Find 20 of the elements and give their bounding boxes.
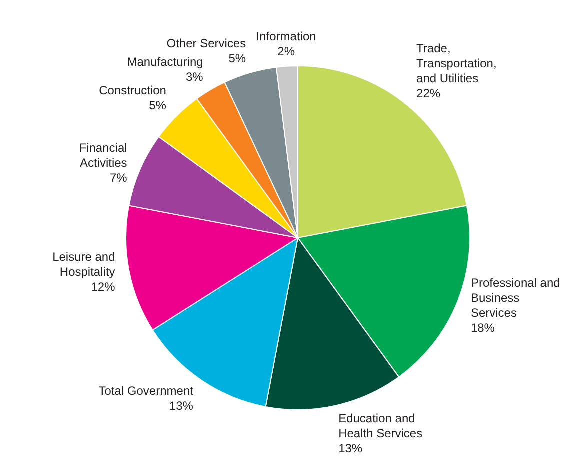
slice-label: Education and Health Services: [338, 412, 423, 441]
data-label: 22%: [416, 86, 441, 101]
data-label: 5%: [228, 52, 246, 66]
slice-label: Information: [256, 30, 316, 44]
slice-label: Other Services: [166, 36, 246, 51]
slice-label: Construction: [99, 84, 166, 98]
data-label: 12%: [91, 280, 116, 294]
data-label: 13%: [338, 442, 363, 456]
slice-label: Trade, Transportation, and Utilities: [416, 42, 497, 86]
data-label: 2%: [278, 44, 296, 59]
data-label: 18%: [470, 321, 496, 336]
data-label: 13%: [169, 399, 194, 414]
data-label: 3%: [186, 70, 204, 84]
data-label: 5%: [149, 98, 167, 113]
slice-label: Professional and Business Services: [470, 276, 560, 320]
slice-label: Manufacturing: [127, 55, 204, 70]
data-label: 7%: [110, 171, 128, 186]
slice-label: Total Government: [98, 384, 194, 398]
slice-label: Leisure and Hospitality: [52, 250, 116, 280]
slice-label: Financial Activities: [79, 141, 128, 170]
